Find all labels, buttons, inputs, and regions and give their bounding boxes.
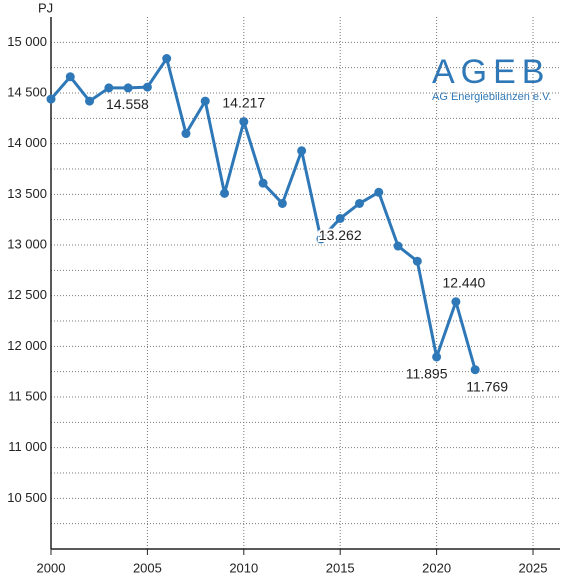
x-tick-label: 2005 xyxy=(133,560,162,575)
logo-subtitle: AG Energiebilanzen e.V. xyxy=(432,91,551,103)
x-tick-label: 2020 xyxy=(422,560,451,575)
point xyxy=(316,234,326,244)
point xyxy=(335,213,345,223)
point xyxy=(277,198,287,208)
y-tick-label: 13 500 xyxy=(7,186,47,201)
point xyxy=(432,352,442,362)
y-tick-label: 11 000 xyxy=(8,439,47,454)
point xyxy=(65,72,75,82)
point xyxy=(451,297,461,307)
x-tick-label: 2025 xyxy=(519,560,548,575)
point xyxy=(297,146,307,156)
y-tick-label: 13 000 xyxy=(7,236,47,251)
x-tick-label: 2015 xyxy=(326,560,355,575)
y-tick-label: 10 500 xyxy=(7,490,47,505)
point xyxy=(239,117,249,127)
point xyxy=(470,365,480,375)
point xyxy=(181,129,191,139)
data-label: 11.895 xyxy=(406,366,448,382)
y-tick-label: 14 000 xyxy=(7,135,47,150)
point xyxy=(220,188,230,198)
point xyxy=(104,83,114,93)
y-axis-label: PJ xyxy=(38,0,53,15)
data-label: 11.769 xyxy=(466,378,508,394)
data-label: 13.262 xyxy=(319,227,362,243)
point xyxy=(200,96,210,106)
point xyxy=(123,83,133,93)
data-label: 12.440 xyxy=(442,274,485,290)
y-tick-label: 14 500 xyxy=(7,84,47,99)
point xyxy=(85,96,95,106)
y-tick-label: 12 000 xyxy=(7,338,47,353)
y-tick-label: 15 000 xyxy=(7,34,47,49)
point xyxy=(258,178,268,188)
y-tick-label: 12 500 xyxy=(7,287,47,302)
point xyxy=(162,54,172,64)
point xyxy=(374,187,384,197)
y-tick-label: 11 500 xyxy=(8,388,47,403)
x-tick-label: 2000 xyxy=(37,560,66,575)
point xyxy=(142,82,152,92)
point xyxy=(46,94,56,104)
x-tick-label: 2010 xyxy=(229,560,258,575)
point xyxy=(354,198,364,208)
point xyxy=(412,256,422,266)
data-label: 14.558 xyxy=(106,96,149,112)
point xyxy=(393,241,403,251)
data-label: 14.217 xyxy=(222,94,265,110)
logo-title: AGEB xyxy=(432,53,550,91)
